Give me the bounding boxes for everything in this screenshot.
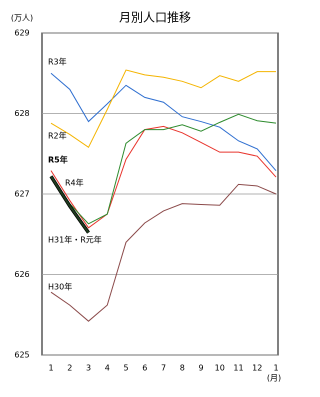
x-tick-label: 3: [86, 364, 91, 373]
y-tick-label: 629: [14, 29, 29, 38]
series-line: [50, 72, 277, 171]
series-line: [50, 69, 276, 149]
y-tick-label: 626: [14, 270, 29, 279]
x-tick-label: 9: [198, 364, 203, 373]
x-tick-label: 12: [252, 364, 262, 373]
x-tick-label: 1: [48, 364, 53, 373]
series-label: R2年: [48, 131, 67, 141]
series-label: H30年: [48, 282, 72, 292]
x-tick-label: 5: [123, 364, 128, 373]
series-label: H31年・R元年: [48, 235, 102, 245]
x-tick-label: 4: [105, 364, 110, 373]
x-tick-label: 11: [233, 364, 243, 373]
x-tick-label: 1: [273, 364, 278, 373]
series-label: R5年: [48, 155, 68, 165]
x-tick-label: 2: [67, 364, 72, 373]
x-tick-label: 8: [180, 364, 185, 373]
x-tick-label: 10: [215, 364, 225, 373]
x-tick-label: 7: [161, 364, 166, 373]
y-tick-label: 625: [14, 351, 29, 360]
series-line: [50, 125, 277, 229]
y-unit: (万人): [11, 14, 33, 23]
x-unit: (月): [267, 374, 281, 383]
series-line: [50, 113, 277, 225]
series-line: [50, 175, 90, 234]
series-line: [50, 183, 277, 322]
chart-title: 月別人口推移: [119, 11, 191, 25]
series-label: R4年: [65, 178, 84, 188]
series-label: R3年: [48, 57, 67, 67]
y-tick-label: 627: [14, 190, 29, 199]
x-tick-label: 6: [142, 364, 147, 373]
y-tick-label: 628: [14, 109, 29, 118]
